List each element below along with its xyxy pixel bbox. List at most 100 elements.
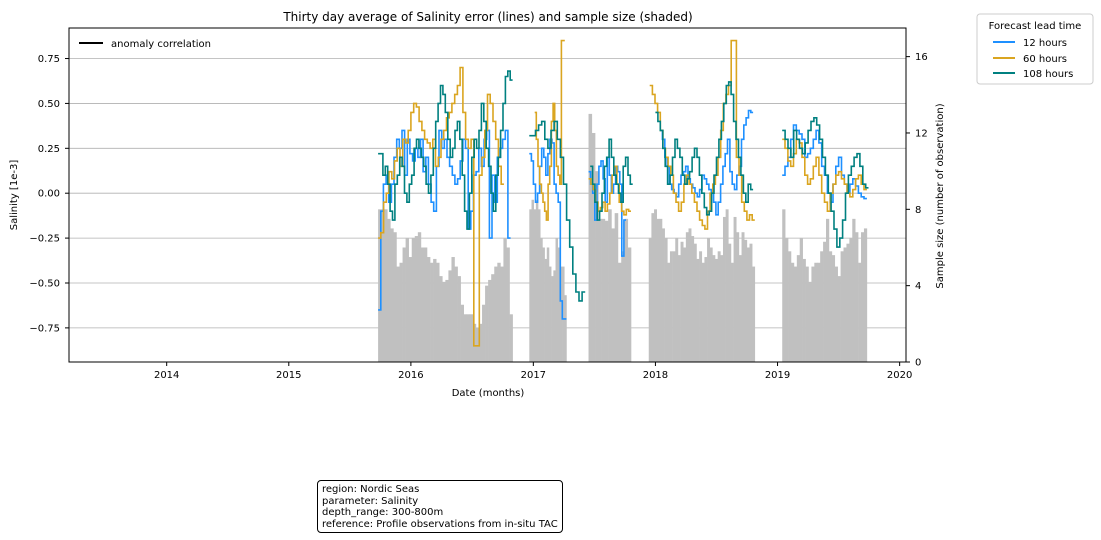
series-line-12-hours — [529, 138, 567, 320]
sample-size-bar — [591, 132, 596, 362]
sample-size-bar — [408, 257, 413, 362]
sample-size-bar — [402, 247, 406, 362]
sample-size-bar — [542, 247, 545, 362]
sample-size-bar — [624, 218, 629, 362]
sample-size-bar — [469, 314, 474, 362]
sample-size-bar — [608, 209, 612, 362]
sample-size-bar — [752, 266, 756, 362]
sample-size-bar — [598, 218, 602, 362]
sample-size-bar — [675, 237, 679, 362]
sample-size-bar — [863, 228, 868, 362]
sample-size-bar — [445, 279, 449, 362]
sample-size-bar — [717, 251, 721, 362]
sample-size-bar — [861, 232, 865, 362]
series-line-108-hours — [529, 120, 586, 302]
sample-size-bar — [497, 262, 501, 362]
sample-size-bar — [378, 209, 382, 362]
y2-axis-label: Sample size (number of observation) — [935, 103, 946, 288]
sample-size-bar — [788, 251, 792, 362]
sample-size-bar — [548, 266, 552, 362]
sample-size-bar — [535, 199, 539, 362]
sample-size-bar — [506, 247, 510, 362]
sample-size-bar — [588, 113, 593, 362]
sample-size-bar — [494, 266, 498, 362]
sample-size-bar — [852, 218, 856, 362]
axis-ticks: 2014 2015 2016 2017 2018 2019 2020 0.75 0.50 0.25… — [29, 52, 927, 381]
outer-legend-title: Forecast lead time — [989, 21, 1082, 32]
series-line-60-hours — [782, 138, 867, 212]
sample-size-bar — [680, 241, 684, 362]
sample-size-bar — [399, 262, 403, 362]
sample-size-bar — [736, 232, 740, 362]
sample-size-bar — [433, 258, 437, 362]
y-tick-label: 0.00 — [38, 189, 60, 200]
sample-size-bar — [672, 251, 676, 362]
x-tick-label: 2016 — [398, 370, 423, 381]
sample-size-bar — [814, 262, 818, 362]
sample-size-bar — [805, 266, 809, 362]
sample-size-bar — [414, 236, 419, 362]
y-tick-label: −0.50 — [29, 278, 60, 289]
sample-size-bar — [546, 247, 550, 362]
sample-size-bar — [557, 247, 561, 362]
sample-size-bars — [378, 113, 868, 362]
sample-size-bar — [826, 218, 830, 362]
sample-size-bar — [659, 218, 663, 362]
sample-size-bar — [699, 251, 703, 362]
y2-tick-label: 16 — [915, 52, 928, 63]
sample-size-bar — [746, 247, 750, 362]
sample-size-bar — [509, 314, 513, 362]
sample-size-bar — [457, 276, 461, 362]
sample-size-bar — [849, 237, 853, 362]
sample-size-bar — [738, 255, 742, 362]
sample-size-bar — [614, 213, 619, 362]
sample-size-bar — [454, 266, 458, 362]
series-line-108-hours — [655, 81, 754, 216]
sample-size-bar — [482, 304, 486, 362]
sample-size-bar — [390, 228, 394, 362]
sample-size-bar — [387, 218, 391, 362]
sample-size-bar — [667, 262, 671, 362]
sample-size-bar — [855, 232, 859, 362]
inner-legend-label: anomaly correlation — [111, 39, 211, 50]
sample-size-bar — [423, 247, 428, 362]
sample-size-bar — [858, 262, 862, 362]
sample-size-bar — [475, 327, 480, 362]
y-tick-label: 0.25 — [38, 144, 60, 155]
sample-size-bar — [627, 247, 632, 362]
sample-size-bar — [669, 251, 673, 362]
info-parameter: parameter: Salinity — [322, 495, 419, 507]
sample-size-bar — [442, 281, 446, 362]
sample-size-bar — [677, 255, 681, 362]
x-tick-label: 2018 — [643, 370, 668, 381]
y-tick-label: 0.50 — [38, 99, 60, 110]
sample-size-bar — [802, 258, 806, 362]
series-line-12-hours — [782, 124, 867, 203]
sample-size-bar — [808, 281, 812, 362]
x-tick-label: 2015 — [276, 370, 301, 381]
sample-size-bar — [651, 213, 655, 362]
sample-size-bar — [725, 209, 729, 362]
series-line-108-hours — [590, 138, 633, 221]
sample-size-bar — [820, 251, 824, 362]
series-line-108-hours — [378, 70, 513, 230]
sample-size-bar — [664, 237, 668, 362]
sample-size-bar — [611, 228, 615, 362]
info-reference: reference: Profile observations from in-… — [322, 518, 558, 530]
x-tick-label: 2019 — [765, 370, 790, 381]
sample-size-bar — [478, 323, 483, 362]
sample-size-bar — [811, 266, 815, 362]
sample-size-bar — [693, 243, 697, 362]
sample-size-bar — [685, 232, 689, 362]
sample-size-bar — [831, 255, 836, 362]
sample-size-bar — [837, 276, 841, 362]
sample-size-bar — [466, 314, 471, 362]
sample-size-bar — [436, 262, 440, 362]
series-line-12-hours — [588, 156, 626, 257]
y2-tick-label: 4 — [915, 281, 921, 292]
sample-size-bar — [722, 216, 726, 362]
y-tick-label: −0.25 — [29, 234, 60, 245]
y-tick-label: −0.75 — [29, 323, 60, 334]
legend-label-12h: 12 hours — [1023, 38, 1067, 49]
